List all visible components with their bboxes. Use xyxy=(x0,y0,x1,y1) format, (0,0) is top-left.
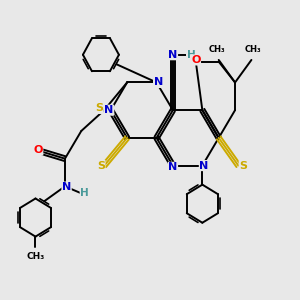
Text: S: S xyxy=(97,160,105,171)
Text: H: H xyxy=(187,50,195,60)
Text: N: N xyxy=(154,77,163,88)
Text: N: N xyxy=(104,105,114,115)
Text: CH₃: CH₃ xyxy=(245,45,261,54)
Text: O: O xyxy=(191,55,200,65)
Text: N: N xyxy=(168,50,178,60)
Text: N: N xyxy=(168,162,178,172)
Text: S: S xyxy=(239,160,247,171)
Text: O: O xyxy=(33,145,43,155)
Text: N: N xyxy=(200,160,208,171)
Text: H: H xyxy=(80,188,89,198)
Text: S: S xyxy=(95,103,103,113)
Text: CH₃: CH₃ xyxy=(209,45,225,54)
Text: CH₃: CH₃ xyxy=(26,252,45,261)
Text: N: N xyxy=(62,182,71,192)
